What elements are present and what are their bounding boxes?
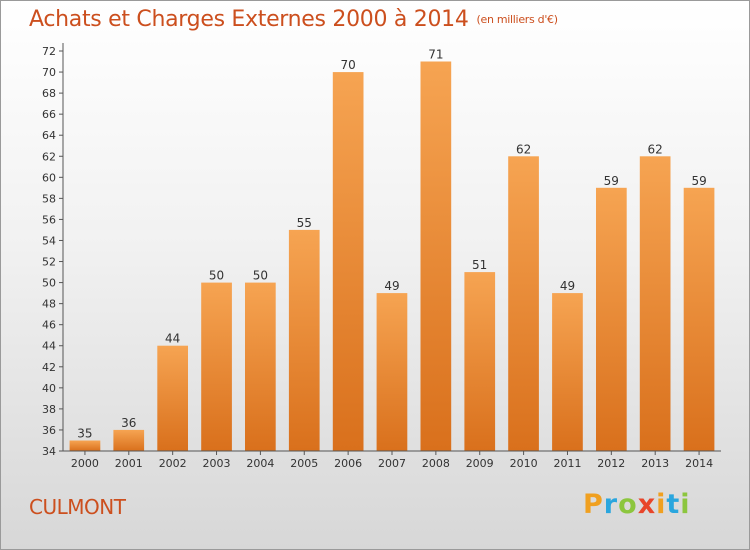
y-tick-label-60: 60 [42,171,56,184]
y-tick-label-42: 42 [42,361,56,374]
x-tick-label-2001: 2001 [115,457,143,470]
value-label-2004: 50 [253,269,268,283]
logo-letter: o [618,489,638,520]
y-tick-label-52: 52 [42,256,56,269]
y-tick-label-40: 40 [42,382,56,395]
value-label-2013: 62 [648,142,663,156]
chart-title-text: Achats et Charges Externes 2000 à 2014 [29,7,469,32]
chart-subtitle: (en milliers d'€) [476,13,558,26]
x-tick-label-2014: 2014 [685,457,713,470]
value-label-2006: 70 [340,58,355,72]
bar-2002 [157,345,188,451]
bar-2000 [69,440,101,451]
y-tick-label-72: 72 [42,45,56,58]
y-tick-label-48: 48 [42,298,56,311]
value-label-2007: 49 [384,279,399,293]
bar-2012 [596,187,627,452]
y-tick-label-46: 46 [42,319,56,332]
x-tick-label-2008: 2008 [422,457,450,470]
chart-title: Achats et Charges Externes 2000 à 2014 (e… [29,7,558,32]
y-tick-label-70: 70 [42,66,56,79]
bar-2005 [288,229,320,451]
y-tick-label-36: 36 [42,424,56,437]
y-tick-label-50: 50 [42,277,56,290]
logo-letter: i [656,489,667,520]
value-label-2003: 50 [209,269,224,283]
bar-2009 [464,272,496,451]
bar-2003 [201,282,232,451]
value-label-2010: 62 [516,142,531,156]
x-tick-label-2000: 2000 [71,457,99,470]
y-tick-label-34: 34 [42,445,56,458]
x-tick-label-2013: 2013 [641,457,669,470]
logo-letter: P [583,489,604,520]
y-tick-label-38: 38 [42,403,56,416]
logo-letter: t [666,489,681,520]
y-tick-label-54: 54 [42,235,56,248]
logo-letter: r [603,489,619,520]
y-tick-label-62: 62 [42,150,56,163]
proxiti-logo: Proxiti [583,489,691,520]
x-tick-label-2012: 2012 [597,457,625,470]
value-label-2008: 71 [428,48,443,62]
logo-letter: i [680,489,691,520]
bar-2004 [245,282,276,451]
x-tick-label-2009: 2009 [466,457,494,470]
x-tick-label-2011: 2011 [554,457,582,470]
value-label-2001: 36 [121,416,136,430]
value-label-2009: 51 [472,258,487,272]
bar-2008 [420,61,452,451]
value-label-2002: 44 [165,332,180,346]
y-tick-label-56: 56 [42,213,56,226]
x-tick-label-2010: 2010 [510,457,538,470]
value-label-2000: 35 [77,427,92,441]
logo-letter: x [637,489,657,520]
x-tick-label-2004: 2004 [246,457,274,470]
axes-group: 2000 2001 2002 2003 2004 2005 2006 2007 2008 2009… [42,43,721,470]
value-label-2012: 59 [604,174,619,188]
x-tick-label-2005: 2005 [290,457,318,470]
bars-group: 35 36 44 50 50 55 70 49 71 51 62 49 59 62 59 [69,48,715,452]
y-tick-label-44: 44 [42,340,56,353]
town-name: CULMONT [29,495,126,519]
bar-2010 [508,156,539,452]
bar-2001 [113,429,145,451]
value-label-2011: 49 [560,279,575,293]
y-tick-label-58: 58 [42,192,56,205]
bar-2011 [552,293,583,451]
bar-2014 [683,187,715,452]
x-tick-label-2006: 2006 [334,457,362,470]
y-tick-label-64: 64 [42,129,56,142]
x-tick-label-2003: 2003 [203,457,231,470]
bar-2006 [332,72,364,451]
bar-2013 [639,156,671,452]
y-tick-label-66: 66 [42,108,56,121]
bar-2007 [376,293,408,451]
y-tick-label-68: 68 [42,87,56,100]
value-label-2005: 55 [297,216,312,230]
x-tick-label-2007: 2007 [378,457,406,470]
x-tick-label-2002: 2002 [159,457,187,470]
value-label-2014: 59 [691,174,706,188]
